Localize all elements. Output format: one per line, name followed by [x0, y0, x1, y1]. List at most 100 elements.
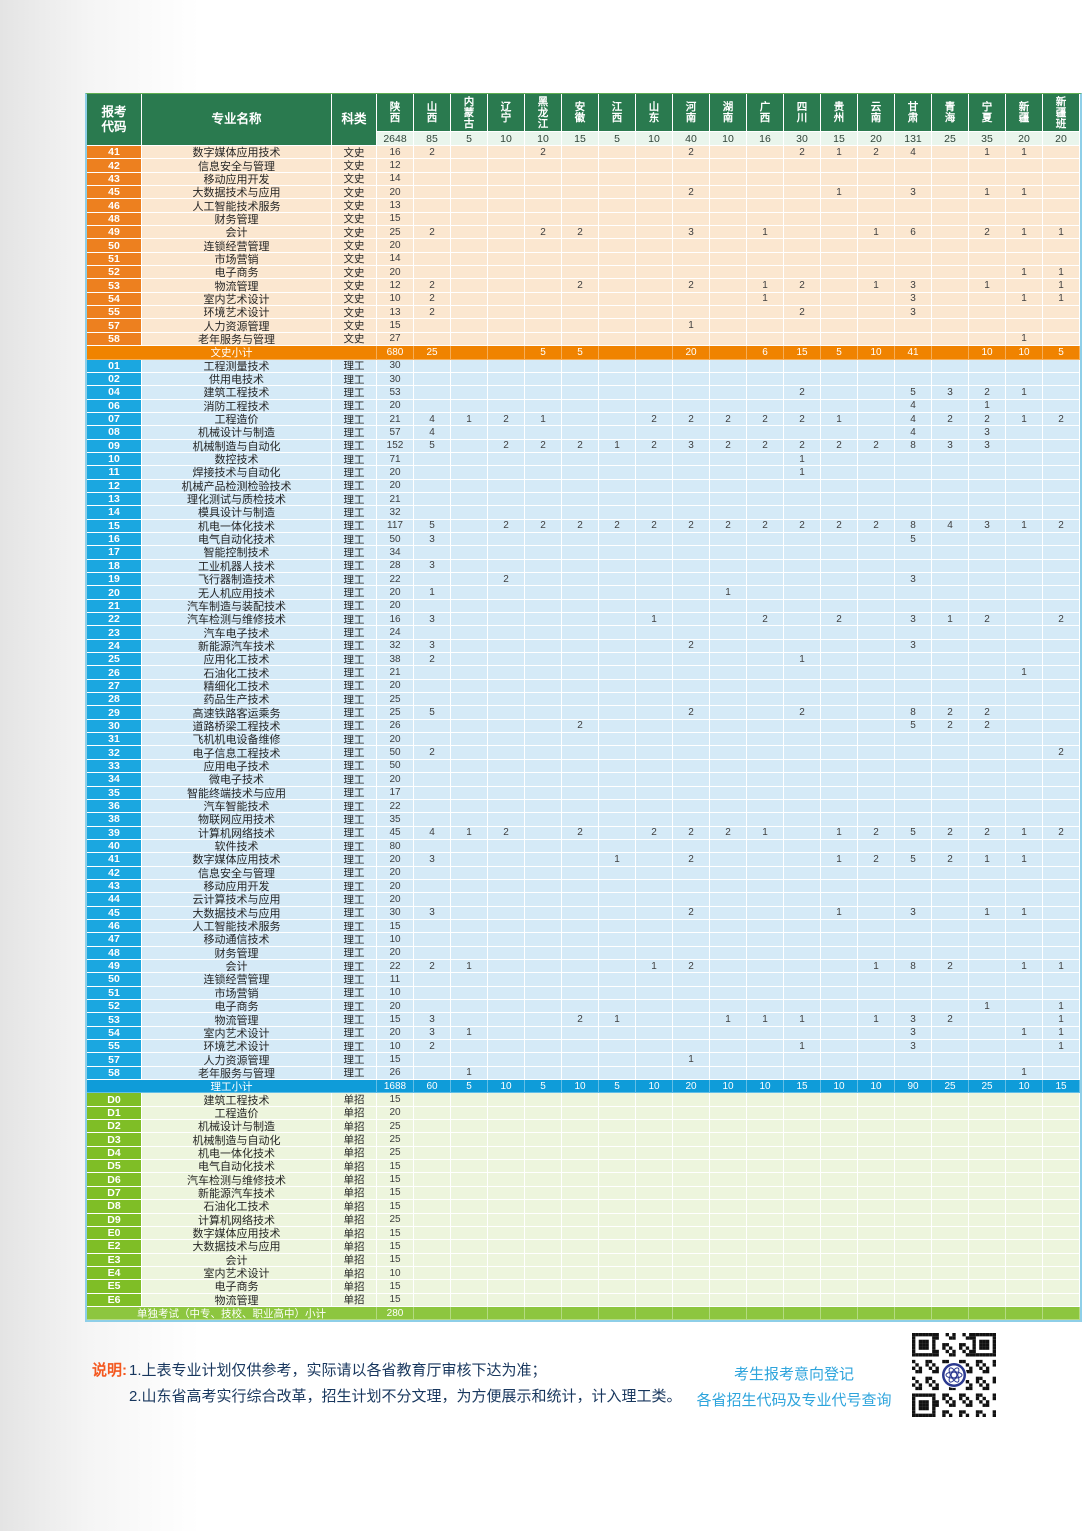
subtotal-value: 1688 [377, 1080, 414, 1094]
row-code: 52 [87, 266, 142, 280]
row-code: 45 [87, 906, 142, 920]
plan-value [525, 159, 562, 173]
plan-value: 2 [525, 439, 562, 453]
plan-value [747, 893, 784, 907]
plan-value [895, 879, 932, 894]
subtotal-value: 90 [895, 1080, 932, 1094]
plan-value [673, 479, 710, 493]
plan-value [636, 1013, 673, 1027]
plan-value [525, 279, 562, 293]
plan-value [451, 879, 488, 894]
plan-value: 6 [895, 226, 932, 240]
plan-value [821, 1173, 858, 1187]
row-code: D4 [87, 1146, 142, 1161]
plan-value: 2 [932, 826, 969, 840]
plan-value [932, 679, 969, 694]
plan-value [525, 719, 562, 734]
plan-value [858, 733, 895, 747]
plan-value [821, 599, 858, 614]
subject-category: 单招 [332, 1293, 377, 1307]
province-header: 安 徽 [562, 94, 599, 132]
plan-value [821, 706, 858, 720]
province-total: 20 [1043, 132, 1080, 146]
plan-value [1006, 1253, 1043, 1267]
major-name: 数字媒体应用技术 [142, 853, 332, 867]
plan-value [821, 1093, 858, 1107]
plan-value [932, 586, 969, 600]
row-code: 26 [87, 666, 142, 680]
plan-value [525, 266, 562, 280]
plan-value [673, 866, 710, 880]
plan-value [895, 1000, 932, 1014]
subject-category: 理工 [332, 813, 377, 827]
plan-value [414, 1160, 451, 1174]
plan-value [451, 1226, 488, 1241]
row-code: D6 [87, 1173, 142, 1187]
row-code: 10 [87, 452, 142, 467]
plan-value [562, 746, 599, 760]
plan-value: 1 [784, 466, 821, 480]
plan-value [969, 1160, 1006, 1174]
subject-category: 理工 [332, 426, 377, 440]
plan-value: 1 [1006, 519, 1043, 533]
subtotal-value [1006, 1306, 1043, 1321]
plan-value [673, 799, 710, 814]
plan-value [747, 653, 784, 667]
plan-value [525, 706, 562, 720]
plan-value: 20 [377, 866, 414, 880]
plan-value [858, 1040, 895, 1054]
plan-value [488, 919, 525, 934]
plan-value: 2 [784, 439, 821, 453]
plan-value: 4 [895, 426, 932, 440]
plan-value [821, 399, 858, 413]
plan-value: 1 [673, 1053, 710, 1067]
plan-value [562, 839, 599, 854]
plan-value: 1 [747, 1013, 784, 1027]
plan-value [562, 933, 599, 947]
plan-value: 2 [414, 1040, 451, 1054]
row-code: 24 [87, 639, 142, 654]
plan-value [932, 599, 969, 614]
subject-category: 文史 [332, 159, 377, 173]
plan-value [1006, 306, 1043, 320]
plan-value: 10 [377, 933, 414, 947]
plan-value [969, 1240, 1006, 1254]
plan-value [488, 1146, 525, 1161]
plan-value [525, 626, 562, 640]
plan-value [414, 1173, 451, 1187]
plan-value [784, 532, 821, 547]
plan-value [488, 586, 525, 600]
plan-value: 1 [747, 292, 784, 307]
subtotal-value [969, 1306, 1006, 1321]
plan-value [451, 372, 488, 387]
plan-value [747, 1240, 784, 1254]
subtotal-value: 5 [451, 1080, 488, 1094]
plan-value [821, 959, 858, 974]
plan-value: 25 [377, 1146, 414, 1161]
plan-value [895, 359, 932, 373]
plan-value [858, 1266, 895, 1281]
plan-value [599, 399, 636, 413]
plan-value [525, 332, 562, 347]
plan-value [525, 212, 562, 227]
plan-value [858, 399, 895, 413]
plan-value [414, 919, 451, 934]
plan-value [451, 839, 488, 854]
plan-value [821, 159, 858, 173]
subject-category: 理工 [332, 359, 377, 373]
subject-category: 理工 [332, 826, 377, 840]
plan-value: 20 [377, 853, 414, 867]
plan-value [784, 1146, 821, 1161]
plan-value: 15 [377, 1240, 414, 1254]
subtotal-value: 680 [377, 346, 414, 360]
qr-caption-registration: 考生报考意向登记 [733, 1366, 854, 1383]
plan-value [1043, 532, 1080, 547]
plan-value [451, 466, 488, 480]
plan-value [858, 973, 895, 987]
province-total: 25 [932, 132, 969, 146]
plan-value [821, 359, 858, 373]
plan-value [414, 199, 451, 213]
plan-value [562, 252, 599, 267]
plan-value [858, 933, 895, 947]
major-name: 人工智能技术服务 [142, 199, 332, 213]
